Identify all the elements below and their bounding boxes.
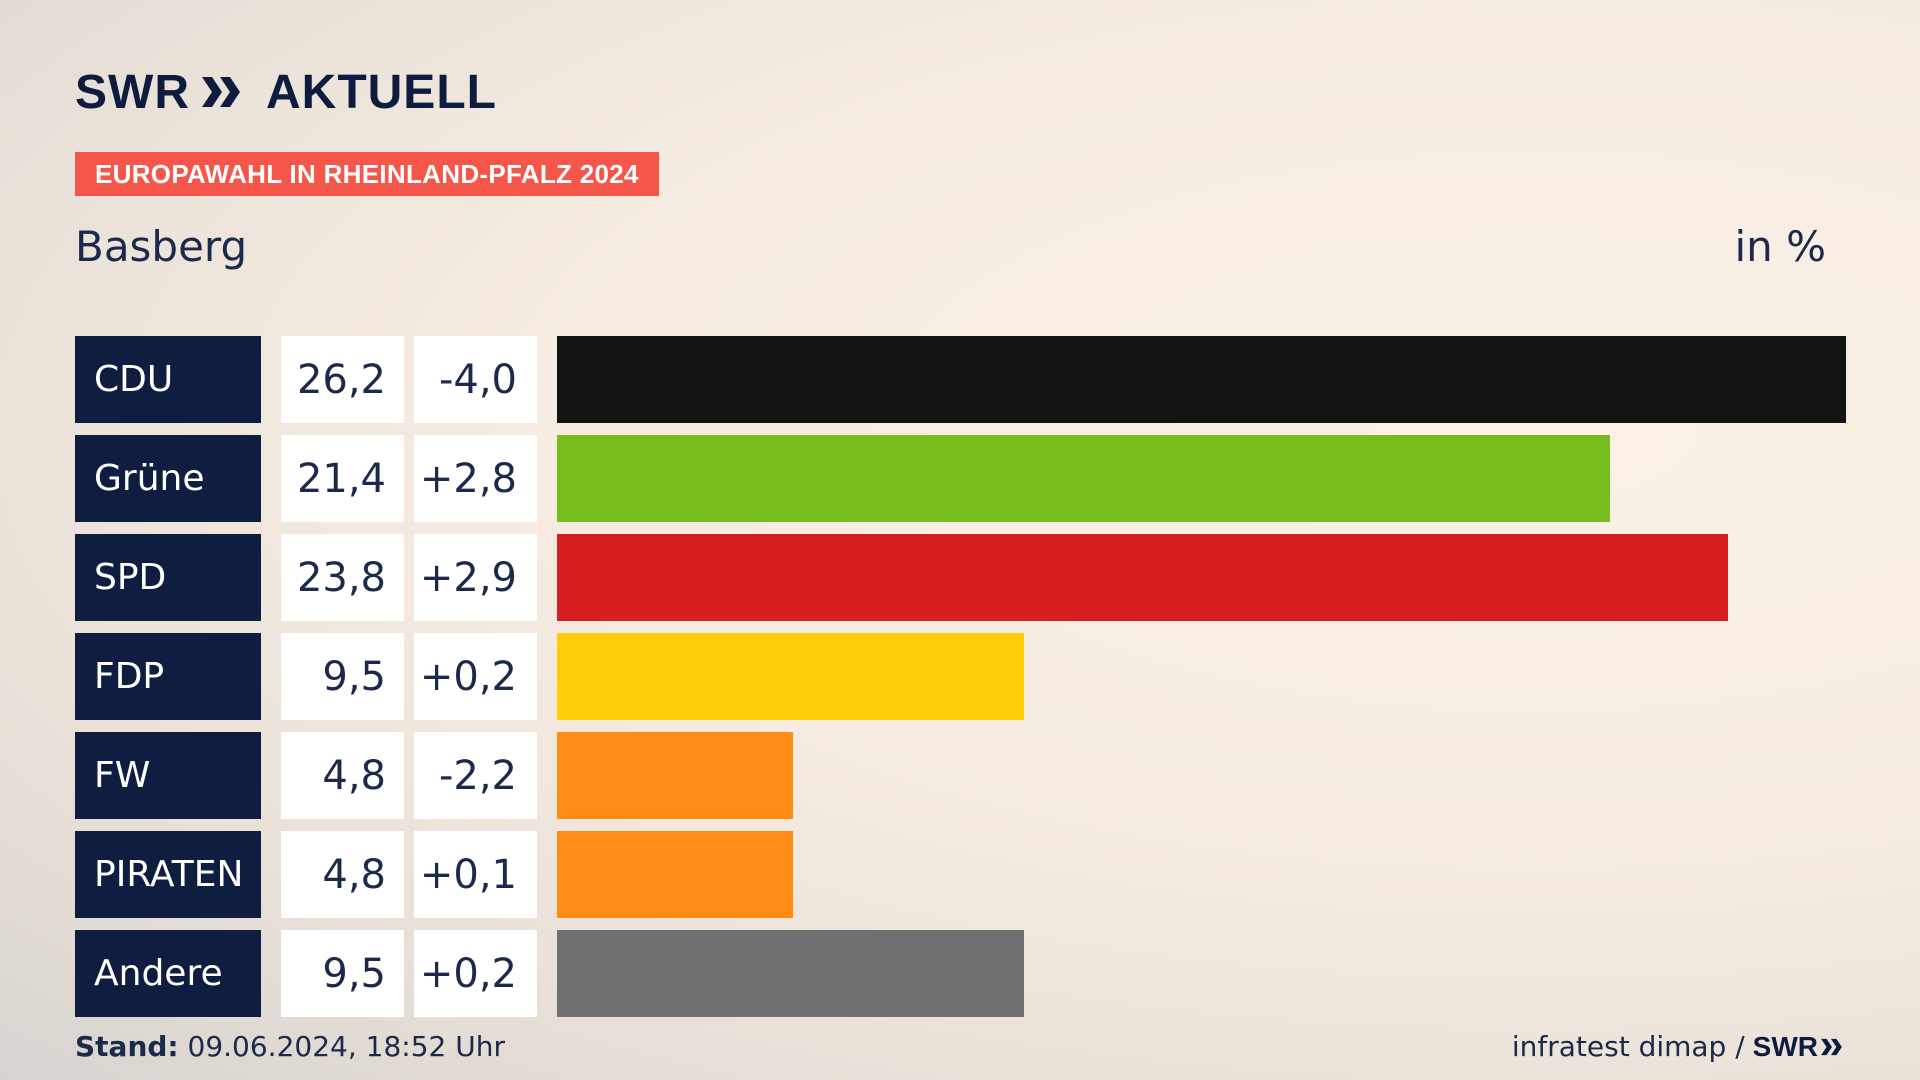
unit-label: in %	[1734, 222, 1826, 271]
location-title: Basberg	[75, 222, 248, 271]
result-bar	[557, 633, 1024, 720]
stand-value: 09.06.2024, 18:52 Uhr	[178, 1030, 505, 1063]
result-row: Andere 9,5 +0,2	[75, 930, 1846, 1017]
party-label: CDU	[75, 336, 261, 423]
change-value: +0,2	[414, 633, 537, 720]
result-bar	[557, 336, 1846, 423]
swr-small-logo: SWR	[1753, 1031, 1844, 1063]
share-value: 26,2	[281, 336, 404, 423]
party-label: SPD	[75, 534, 261, 621]
party-label: Grüne	[75, 435, 261, 522]
result-bar	[557, 732, 793, 819]
share-value: 9,5	[281, 633, 404, 720]
logo-aktuell-text: AKTUELL	[265, 65, 497, 119]
party-label: PIRATEN	[75, 831, 261, 918]
share-value: 23,8	[281, 534, 404, 621]
election-banner: EUROPAWAHL IN RHEINLAND-PFALZ 2024	[75, 152, 659, 196]
double-chevron-icon	[201, 77, 240, 107]
share-value: 4,8	[281, 831, 404, 918]
result-row: FW 4,8 -2,2	[75, 732, 1846, 819]
share-value: 4,8	[281, 732, 404, 819]
swr-small-text: SWR	[1752, 1030, 1818, 1062]
result-bar	[557, 930, 1024, 1017]
double-chevron-small-icon	[1821, 1038, 1842, 1055]
stand-label: Stand:	[75, 1030, 179, 1063]
source-credit: infratest dimap / SWR	[1512, 1030, 1844, 1063]
party-label: FDP	[75, 633, 261, 720]
result-bar	[557, 435, 1610, 522]
change-value: -4,0	[414, 336, 537, 423]
result-row: SPD 23,8 +2,9	[75, 534, 1846, 621]
logo-swr-text: SWR	[75, 65, 190, 119]
result-row: PIRATEN 4,8 +0,1	[75, 831, 1846, 918]
result-row: Grüne 21,4 +2,8	[75, 435, 1846, 522]
result-row: CDU 26,2 -4,0	[75, 336, 1846, 423]
swr-aktuell-logo: SWR AKTUELL	[75, 66, 497, 119]
party-label: FW	[75, 732, 261, 819]
change-value: +2,9	[414, 534, 537, 621]
share-value: 9,5	[281, 930, 404, 1017]
change-value: +0,1	[414, 831, 537, 918]
party-label: Andere	[75, 930, 261, 1017]
result-row: FDP 9,5 +0,2	[75, 633, 1846, 720]
result-bar	[557, 831, 793, 918]
timestamp: Stand: 09.06.2024, 18:52 Uhr	[75, 1030, 505, 1063]
result-bar	[557, 534, 1728, 621]
source-text: infratest dimap /	[1511, 1030, 1745, 1063]
change-value: +2,8	[414, 435, 537, 522]
change-value: -2,2	[414, 732, 537, 819]
change-value: +0,2	[414, 930, 537, 1017]
share-value: 21,4	[281, 435, 404, 522]
